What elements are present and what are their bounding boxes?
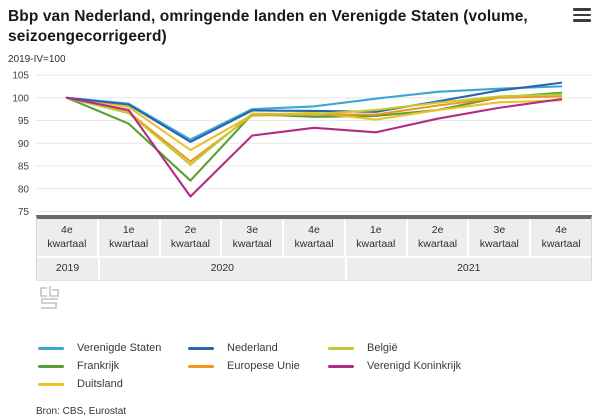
- quarter-label: kwartaal: [541, 237, 581, 250]
- series-line-duitsland: [65, 96, 563, 151]
- legend-item-belgi-[interactable]: België: [328, 342, 600, 354]
- chart-legend: Verenigde Staten Frankrijk Duitsland Nederl…: [38, 342, 600, 390]
- quarter-label: 3e: [246, 223, 259, 236]
- series-line-verenigde-staten: [65, 84, 563, 141]
- legend-label: Europese Unie: [227, 360, 300, 372]
- y-tick-label: 100: [12, 93, 29, 104]
- y-tick-label: 105: [12, 70, 29, 81]
- quarter-label: 3e: [493, 223, 506, 236]
- quarter-label: 2e: [184, 223, 197, 236]
- legend-swatch: [328, 364, 354, 368]
- legend-label: Verenigde Staten: [77, 342, 162, 354]
- hamburger-bar: [573, 8, 591, 11]
- x-axis-cell[interactable]: 1e kwartaal: [99, 218, 161, 256]
- legend-label: Nederland: [227, 342, 278, 354]
- x-axis-cell[interactable]: 2e kwartaal: [408, 218, 470, 256]
- x-axis-cell[interactable]: 3e kwartaal: [222, 218, 285, 256]
- x-axis-cell[interactable]: 1e kwartaal: [346, 218, 408, 256]
- legend-label: Verenigd Koninkrijk: [367, 360, 462, 372]
- series-line-frankrijk: [65, 91, 563, 182]
- chart-plot-area[interactable]: 105 100 95 90 85 80 75: [0, 65, 600, 215]
- x-axis-cell[interactable]: 3e kwartaal: [469, 218, 532, 256]
- legend-swatch: [38, 382, 64, 386]
- quarter-label: 1e: [122, 223, 135, 236]
- legend-item-nederland[interactable]: Nederland: [188, 342, 328, 354]
- chart-header: Bbp van Nederland, omringende landen en …: [0, 0, 600, 47]
- x-axis-cell[interactable]: 2e kwartaal: [161, 218, 223, 256]
- quarter-label: 4e: [308, 223, 320, 236]
- legend-swatch: [38, 364, 64, 368]
- legend-column: Nederland Europese Unie: [188, 342, 328, 390]
- x-axis-year-row: 2019 2020 2021: [37, 256, 591, 280]
- time-axis-band[interactable]: 4e kwartaal 1e kwartaal 2e kwartaal 3e kwartaal…: [36, 214, 592, 281]
- quarter-label: 4e: [555, 223, 567, 236]
- quarter-label: kwartaal: [47, 237, 87, 250]
- legend-label: Frankrijk: [77, 360, 120, 372]
- legend-swatch: [188, 346, 214, 350]
- chart-unit-label: 2019-IV=100: [8, 53, 66, 65]
- series-line-belgi-: [65, 93, 563, 166]
- legend-label: Duitsland: [77, 378, 123, 390]
- quarter-label: kwartaal: [356, 237, 396, 250]
- hamburger-bar: [573, 19, 591, 22]
- series-line-nederland: [65, 81, 563, 143]
- legend-item-verenigd-koninkrijk[interactable]: Verenigd Koninkrijk: [328, 360, 600, 372]
- hamburger-bar: [573, 13, 591, 17]
- x-axis-cell[interactable]: 4e kwartaal: [531, 219, 591, 256]
- y-tick-label: 95: [18, 116, 30, 127]
- quarter-label: kwartaal: [232, 237, 272, 250]
- hamburger-menu-icon[interactable]: [573, 8, 591, 22]
- x-axis-year-label: 2019: [37, 258, 101, 280]
- legend-column: Verenigde Staten Frankrijk Duitsland: [38, 342, 188, 390]
- cbs-logo: [40, 286, 59, 309]
- quarter-label: 4e: [61, 223, 73, 236]
- series-line-verenigd-koninkrijk: [65, 96, 563, 198]
- quarter-label: kwartaal: [479, 237, 519, 250]
- source-text: Bron: CBS, Eurostat: [36, 406, 127, 416]
- x-axis-cell[interactable]: 4e kwartaal: [37, 218, 99, 256]
- y-tick-label: 90: [18, 138, 30, 149]
- x-axis-year-label: 2020: [100, 258, 347, 280]
- quarter-label: kwartaal: [109, 237, 149, 250]
- x-axis-year-label: 2021: [457, 262, 481, 274]
- quarter-label: kwartaal: [170, 237, 210, 250]
- legend-label: België: [367, 342, 398, 354]
- legend-swatch: [38, 346, 64, 350]
- y-tick-label: 80: [18, 184, 30, 195]
- quarter-label: kwartaal: [418, 237, 458, 250]
- legend-item-europese-unie[interactable]: Europese Unie: [188, 360, 328, 372]
- legend-item-frankrijk[interactable]: Frankrijk: [38, 360, 188, 372]
- legend-swatch: [188, 364, 214, 368]
- quarter-label: 2e: [431, 223, 444, 236]
- quarter-label: 1e: [369, 223, 382, 236]
- y-tick-label: 75: [18, 207, 30, 215]
- y-tick-label: 85: [18, 161, 30, 172]
- legend-item-duitsland[interactable]: Duitsland: [38, 378, 188, 390]
- legend-item-verenigde-staten[interactable]: Verenigde Staten: [38, 342, 188, 354]
- x-axis-quarter-row[interactable]: 4e kwartaal 1e kwartaal 2e kwartaal 3e kwartaal…: [37, 218, 591, 256]
- quarter-label: kwartaal: [294, 237, 334, 250]
- legend-swatch: [328, 346, 354, 350]
- legend-column: België Verenigd Koninkrijk: [328, 342, 600, 390]
- chart-title: Bbp van Nederland, omringende landen en …: [8, 8, 528, 45]
- x-axis-cell[interactable]: 4e kwartaal: [284, 218, 346, 256]
